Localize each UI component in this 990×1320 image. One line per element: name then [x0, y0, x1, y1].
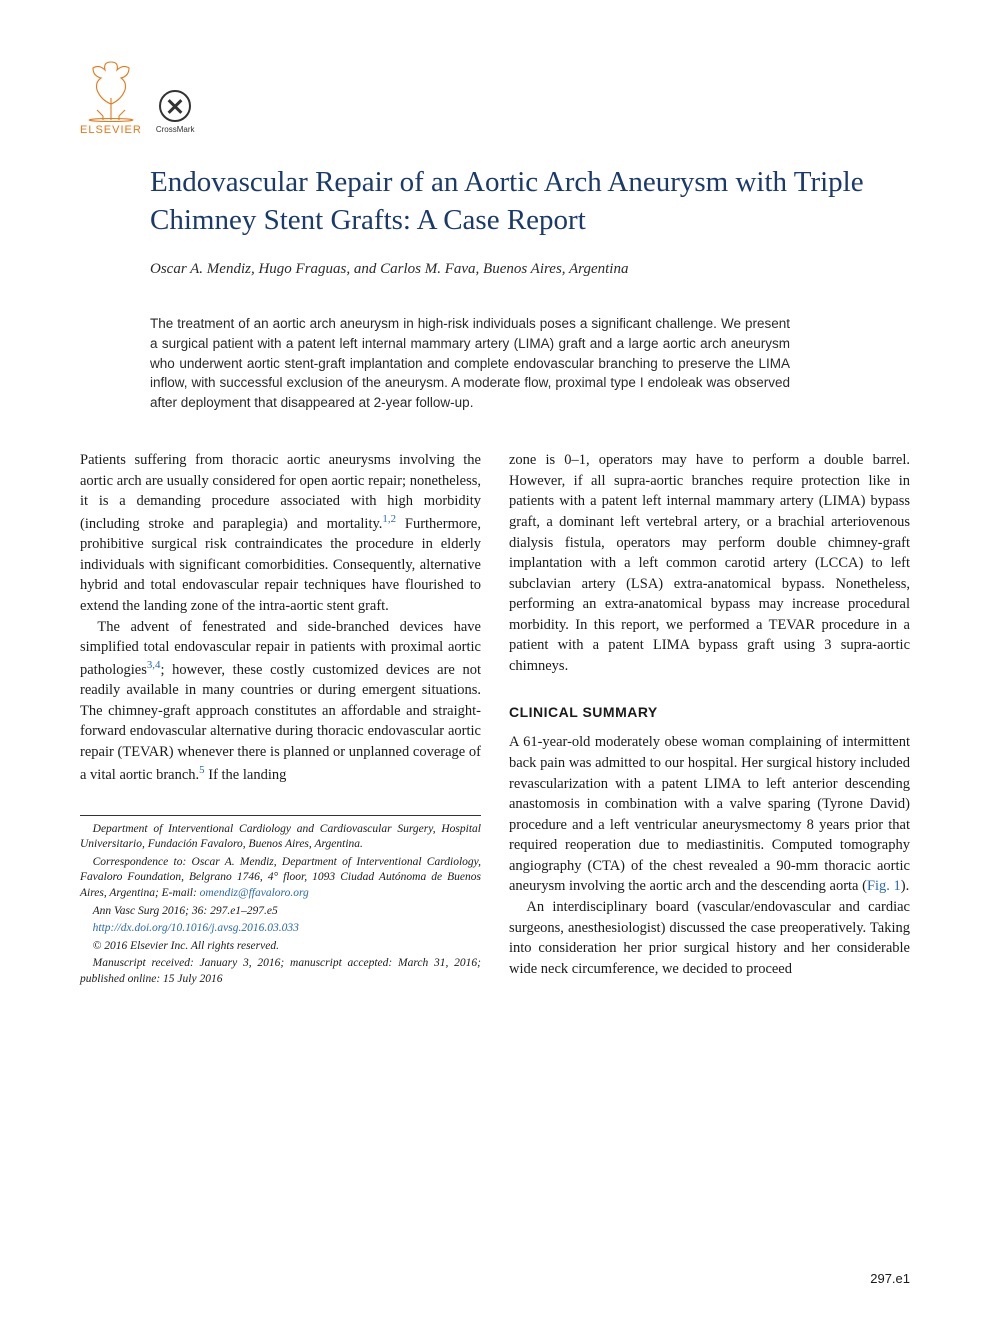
- left-column: Patients suffering from thoracic aortic …: [80, 450, 481, 989]
- right-column: zone is 0–1, operators may have to perfo…: [509, 450, 910, 989]
- article-authors: Oscar A. Mendiz, Hugo Fraguas, and Carlo…: [150, 261, 910, 278]
- body-text: If the landing: [205, 766, 287, 782]
- footnote-citation: Ann Vasc Surg 2016; 36: 297.e1–297.e5: [80, 904, 481, 920]
- body-text: ; however, these costly customized devic…: [80, 662, 481, 783]
- crossmark-label: CrossMark: [156, 125, 195, 134]
- doi-link[interactable]: http://dx.doi.org/10.1016/j.avsg.2016.03…: [93, 922, 299, 934]
- body-paragraph: A 61-year-old moderately obese woman com…: [509, 732, 910, 897]
- crossmark-badge[interactable]: CrossMark: [156, 90, 195, 134]
- elsevier-logo: ELSEVIER: [80, 60, 142, 136]
- crossmark-icon: [159, 90, 191, 122]
- article-title: Endovascular Repair of an Aortic Arch An…: [150, 164, 910, 239]
- body-columns: Patients suffering from thoracic aortic …: [80, 450, 910, 989]
- elsevier-tree-icon: [83, 60, 139, 122]
- body-text: ).: [901, 878, 909, 894]
- header-logos: ELSEVIER CrossMark: [80, 60, 910, 136]
- footnote-affiliation: Department of Interventional Cardiology …: [80, 822, 481, 853]
- footnotes: Department of Interventional Cardiology …: [80, 815, 481, 987]
- journal-page: ELSEVIER CrossMark Endovascular Repair o…: [0, 0, 990, 1320]
- body-paragraph: An interdisciplinary board (vascular/end…: [509, 897, 910, 979]
- correspondence-email-link[interactable]: omendiz@ffavaloro.org: [200, 887, 309, 899]
- elsevier-wordmark: ELSEVIER: [80, 124, 142, 136]
- body-paragraph: zone is 0–1, operators may have to perfo…: [509, 450, 910, 676]
- article-abstract: The treatment of an aortic arch aneurysm…: [150, 314, 790, 412]
- body-text: A 61-year-old moderately obese woman com…: [509, 734, 910, 894]
- footnote-doi: http://dx.doi.org/10.1016/j.avsg.2016.03…: [80, 921, 481, 937]
- title-block: Endovascular Repair of an Aortic Arch An…: [150, 164, 910, 412]
- page-number: 297.e1: [870, 1271, 910, 1286]
- body-paragraph: Patients suffering from thoracic aortic …: [80, 450, 481, 616]
- footnote-history: Manuscript received: January 3, 2016; ma…: [80, 956, 481, 987]
- body-paragraph: The advent of fenestrated and side-branc…: [80, 617, 481, 785]
- citation-ref[interactable]: 1,2: [382, 513, 396, 525]
- section-heading: CLINICAL SUMMARY: [509, 703, 910, 723]
- footnote-copyright: © 2016 Elsevier Inc. All rights reserved…: [80, 939, 481, 955]
- citation-ref[interactable]: 3,4: [147, 659, 161, 671]
- footnote-correspondence: Correspondence to: Oscar A. Mendiz, Depa…: [80, 855, 481, 902]
- figure-link[interactable]: Fig. 1: [867, 878, 901, 894]
